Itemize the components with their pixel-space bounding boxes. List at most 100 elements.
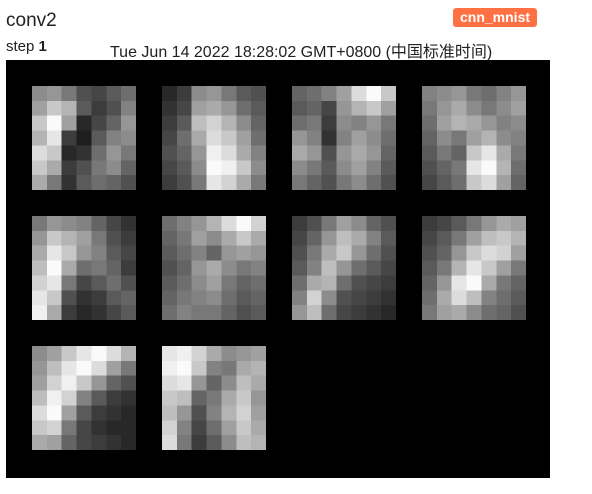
filter-pixel [436, 86, 452, 101]
filter-pixel [321, 175, 337, 190]
filter-pixel [481, 275, 497, 291]
filter-pixel [496, 115, 512, 131]
filter-tile [162, 346, 266, 450]
filter-pixel [481, 230, 497, 246]
filter-pixel [106, 130, 122, 146]
filter-pixel [351, 86, 367, 101]
filter-pixel [61, 160, 77, 176]
filter-pixel [436, 175, 452, 190]
filter-pixel [91, 230, 107, 246]
filter-pixel [306, 216, 322, 231]
filter-pixel [451, 130, 467, 146]
filter-pixel [162, 100, 177, 116]
filter-pixel [76, 346, 92, 361]
filter-pixel [121, 245, 136, 261]
filter-pixel [61, 390, 77, 406]
filter-pixel [121, 115, 136, 131]
filter-pixel [351, 175, 367, 190]
filter-pixel [221, 405, 237, 421]
filter-pixel [106, 260, 122, 276]
filter-pixel [221, 435, 237, 450]
filter-pixel [221, 375, 237, 391]
filter-pixel [61, 130, 77, 146]
filter-pixel [292, 86, 307, 101]
filter-pixel [206, 130, 222, 146]
filter-pixel [381, 100, 396, 116]
filter-pixel [351, 100, 367, 116]
filter-pixel [451, 275, 467, 291]
filter-pixel [32, 260, 47, 276]
filter-pixel [176, 275, 192, 291]
image-panel[interactable] [6, 60, 550, 478]
filter-pixel [422, 290, 437, 306]
filter-pixel [46, 360, 62, 376]
filter-pixel [61, 375, 77, 391]
filter-pixel [206, 245, 222, 261]
filter-pixel [321, 100, 337, 116]
filter-pixel [76, 175, 92, 190]
filter-pixel [191, 390, 207, 406]
filter-pixel [106, 420, 122, 436]
filter-pixel [511, 175, 526, 190]
filter-pixel [46, 245, 62, 261]
filter-pixel [351, 230, 367, 246]
filter-pixel [162, 216, 177, 231]
filter-tile [32, 346, 136, 450]
filter-pixel [32, 435, 47, 450]
filter-pixel [236, 260, 252, 276]
filter-pixel [511, 305, 526, 320]
filter-pixel [466, 305, 482, 320]
filter-pixel [292, 230, 307, 246]
filter-pixel [106, 175, 122, 190]
filter-pixel [106, 145, 122, 161]
filter-pixel [191, 175, 207, 190]
filter-pixel [162, 260, 177, 276]
filter-pixel [106, 230, 122, 246]
filter-pixel [221, 100, 237, 116]
filter-pixel [366, 115, 382, 131]
filter-pixel [91, 420, 107, 436]
filter-pixel [76, 216, 92, 231]
filter-pixel [206, 390, 222, 406]
filter-pixel [32, 375, 47, 391]
filter-pixel [422, 160, 437, 176]
filter-image [32, 346, 136, 450]
filter-pixel [336, 130, 352, 146]
filter-image [292, 216, 396, 320]
filter-tile [422, 216, 526, 320]
filter-pixel [32, 230, 47, 246]
filter-pixel [496, 86, 512, 101]
filter-pixel [121, 216, 136, 231]
filter-pixel [381, 86, 396, 101]
filter-pixel [306, 86, 322, 101]
filter-pixel [162, 435, 177, 450]
filter-pixel [251, 230, 266, 246]
filter-pixel [366, 86, 382, 101]
filter-pixel [162, 175, 177, 190]
filter-image [292, 86, 396, 190]
filter-pixel [121, 160, 136, 176]
filter-pixel [436, 275, 452, 291]
filter-pixel [61, 230, 77, 246]
filter-pixel [466, 245, 482, 261]
filter-image [32, 86, 136, 190]
filter-pixel [206, 290, 222, 306]
filter-pixel [32, 275, 47, 291]
filter-pixel [176, 130, 192, 146]
filter-pixel [46, 175, 62, 190]
filter-pixel [61, 290, 77, 306]
filter-pixel [236, 230, 252, 246]
filter-pixel [481, 160, 497, 176]
filter-pixel [91, 175, 107, 190]
filter-pixel [121, 360, 136, 376]
filter-pixel [32, 175, 47, 190]
filter-pixel [466, 275, 482, 291]
filter-pixel [91, 290, 107, 306]
filter-pixel [466, 290, 482, 306]
filter-pixel [206, 100, 222, 116]
filter-pixel [436, 260, 452, 276]
filter-pixel [176, 346, 192, 361]
filter-pixel [466, 160, 482, 176]
filter-pixel [91, 260, 107, 276]
filter-pixel [236, 115, 252, 131]
